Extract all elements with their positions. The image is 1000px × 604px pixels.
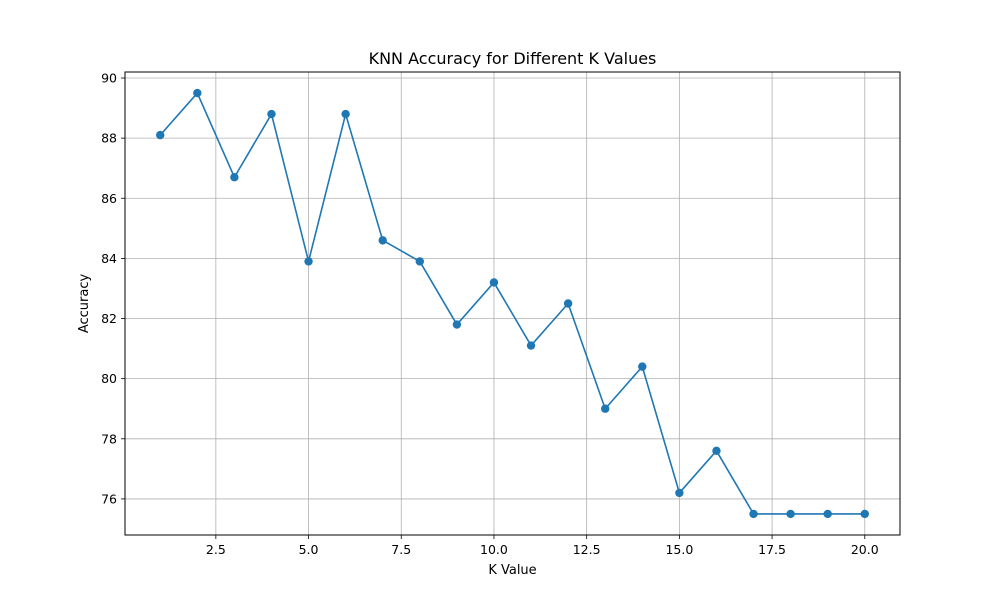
- data-point-k8: [415, 257, 424, 266]
- data-point-k4: [267, 109, 276, 119]
- data-point-k2: [193, 88, 202, 98]
- x-tick-label: 2.5: [206, 542, 226, 557]
- x-tick-label: 12.5: [573, 542, 601, 557]
- x-axis-label: K Value: [488, 563, 536, 578]
- data-point-k15: [675, 488, 684, 498]
- data-point-k12: [563, 299, 573, 308]
- data-point-k6: [341, 109, 350, 119]
- data-point-k13: [601, 404, 610, 413]
- data-point-k3: [230, 173, 239, 182]
- y-tick-label: 82: [101, 311, 117, 326]
- grid: [125, 72, 900, 535]
- y-tick-label: 80: [101, 371, 117, 386]
- x-tick-label: 15.0: [665, 542, 693, 557]
- y-tick-label: 84: [101, 251, 117, 266]
- y-tick-label: 86: [101, 191, 117, 206]
- data-series: [156, 88, 869, 519]
- data-point-k19: [823, 509, 832, 519]
- y-axis-label: Accuracy: [77, 274, 92, 334]
- y-tick-label: 90: [101, 71, 117, 86]
- y-tick-label: 78: [101, 431, 117, 446]
- data-point-k9: [452, 320, 462, 329]
- data-point-k18: [786, 509, 795, 519]
- accuracy-line: [159, 92, 865, 515]
- chart-title: KNN Accuracy for Different K Values: [369, 49, 657, 68]
- x-tick-label: 20.0: [851, 542, 879, 557]
- axis-ticks: 2.5 5.0 7.5 10.0 12.5 15.0 17.5 20.0 76 78 80 82 84 8…: [101, 71, 879, 557]
- data-point-k16: [712, 446, 721, 456]
- data-point-k11: [526, 341, 536, 350]
- data-point-k1: [156, 130, 165, 140]
- x-tick-label: 5.0: [299, 542, 319, 557]
- y-tick-label: 88: [101, 131, 117, 146]
- data-point-k20: [860, 509, 869, 519]
- data-point-k17: [749, 509, 758, 519]
- x-tick-label: 7.5: [391, 542, 411, 557]
- x-tick-label: 10.0: [480, 542, 508, 557]
- data-point-k10: [489, 278, 499, 287]
- data-point-k5: [304, 257, 313, 266]
- y-tick-label: 76: [101, 491, 117, 506]
- plot-area-frame: [124, 71, 901, 536]
- x-tick-label: 17.5: [758, 542, 786, 557]
- data-point-k7: [378, 236, 387, 245]
- data-point-k14: [638, 362, 647, 371]
